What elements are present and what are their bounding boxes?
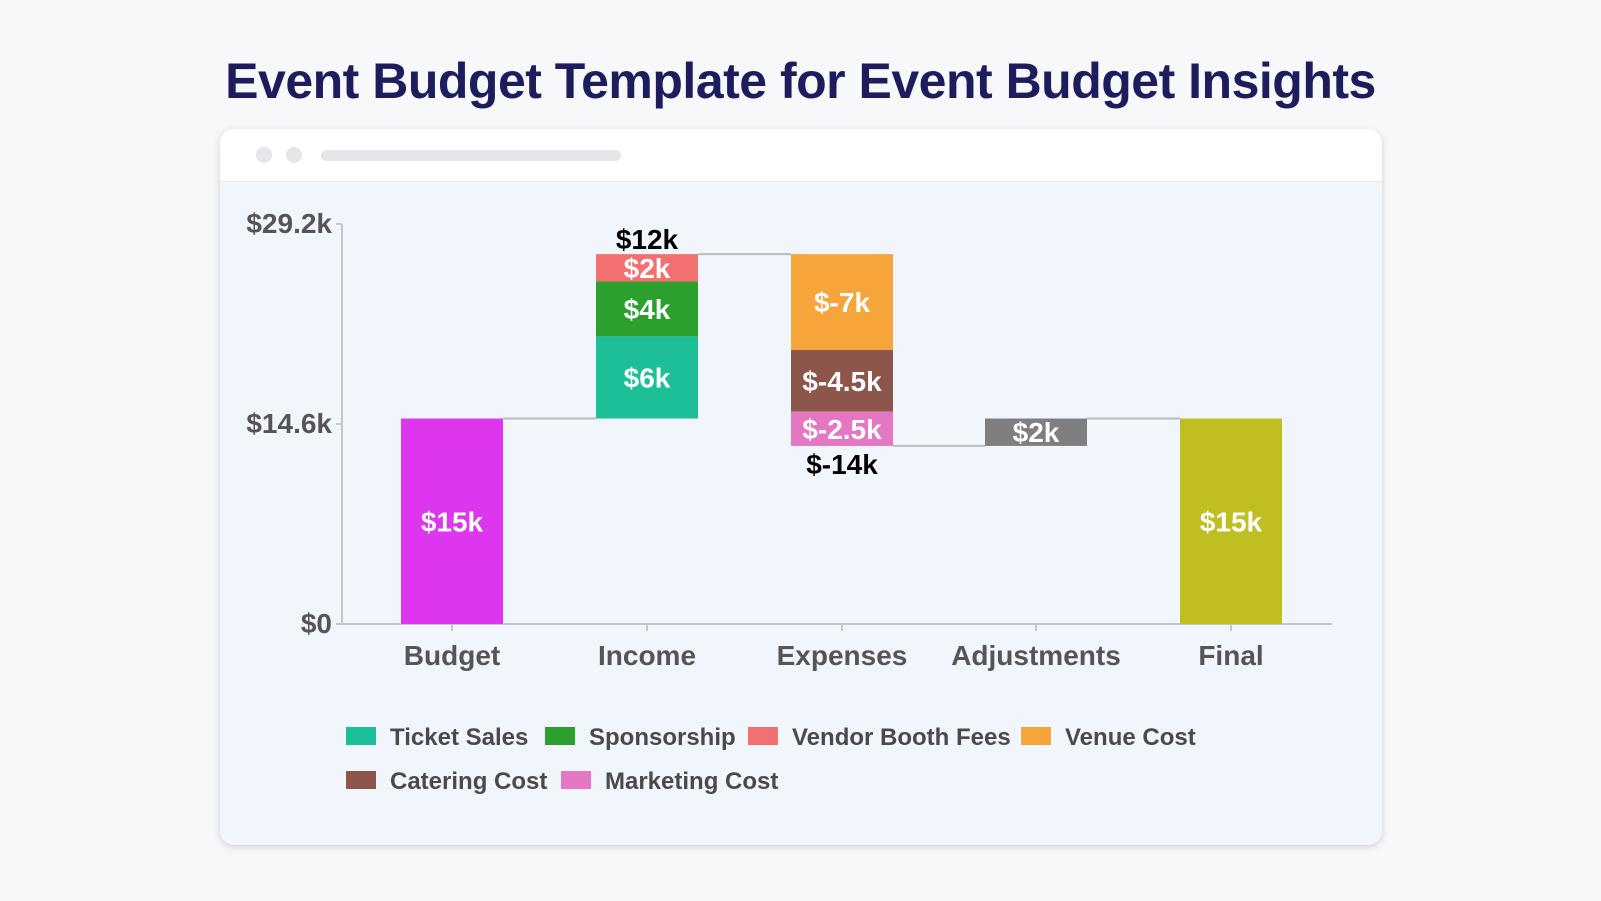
chart-card: $29.2k $14.6k $0 Budget Income Expenses Adjust… xyxy=(220,129,1382,845)
x-tick-label-adjustments: Adjustments xyxy=(951,640,1121,671)
segment-label-vendor-booth-fees: $2k xyxy=(624,253,671,284)
waterfall-chart: $29.2k $14.6k $0 Budget Income Expenses Adjust… xyxy=(246,208,1332,795)
bar-segment-sponsorship xyxy=(596,281,698,337)
window-top-bar xyxy=(220,129,1382,182)
legend-item-marketing-cost: Marketing Cost xyxy=(605,768,778,795)
window-dot-icon xyxy=(286,147,302,163)
segment-label-marketing-cost: $-2.5k xyxy=(802,414,882,445)
x-tick-label-budget: Budget xyxy=(404,640,500,671)
legend-swatch-venue-cost xyxy=(1021,727,1051,745)
legend-swatch-ticket-sales xyxy=(346,727,376,745)
x-tick-label-final: Final xyxy=(1198,640,1263,671)
legend-swatch-sponsorship xyxy=(545,727,575,745)
total-label-income: $12k xyxy=(616,224,679,255)
legend-item-sponsorship: Sponsorship xyxy=(589,724,736,751)
segment-label-ticket-sales: $6k xyxy=(624,362,671,393)
legend-item-vendor-booth-fees: Vendor Booth Fees xyxy=(792,724,1011,751)
window-dot-icon xyxy=(256,147,272,163)
bar-segment-vendor-booth-fees xyxy=(596,254,698,282)
legend-item-catering-cost: Catering Cost xyxy=(390,768,547,795)
segment-label-adjustments: $2k xyxy=(1013,417,1060,448)
y-tick-label: $29.2k xyxy=(246,208,332,239)
legend-swatch-vendor-booth-fees xyxy=(748,727,778,745)
legend-swatch-marketing-cost xyxy=(561,771,591,789)
segment-label-venue-cost: $-7k xyxy=(814,287,870,318)
page-title: Event Budget Template for Event Budget I… xyxy=(225,53,1376,109)
bar-segment-ticket-sales xyxy=(596,336,698,419)
bar-segment-venue-cost xyxy=(791,254,893,351)
x-tick-label-income: Income xyxy=(598,640,696,671)
bar-label-final: $15k xyxy=(1200,506,1263,537)
bar-segment-marketing-cost xyxy=(791,411,893,446)
bar-budget xyxy=(401,418,503,624)
legend-item-ticket-sales: Ticket Sales xyxy=(390,724,528,751)
legend-swatch-catering-cost xyxy=(346,771,376,789)
segment-label-sponsorship: $4k xyxy=(624,294,671,325)
address-bar xyxy=(321,150,621,161)
segment-label-catering-cost: $-4.5k xyxy=(802,366,882,397)
legend-item-venue-cost: Venue Cost xyxy=(1065,724,1196,751)
total-label-expenses: $-14k xyxy=(806,449,878,480)
y-tick-label: $14.6k xyxy=(246,408,332,439)
bar-segment-catering-cost xyxy=(791,350,893,412)
y-tick-label: $0 xyxy=(301,608,332,639)
bar-label-budget: $15k xyxy=(421,506,484,537)
bar-final xyxy=(1180,418,1282,624)
x-tick-label-expenses: Expenses xyxy=(777,640,908,671)
bar-segment-adjustments xyxy=(985,418,1087,446)
